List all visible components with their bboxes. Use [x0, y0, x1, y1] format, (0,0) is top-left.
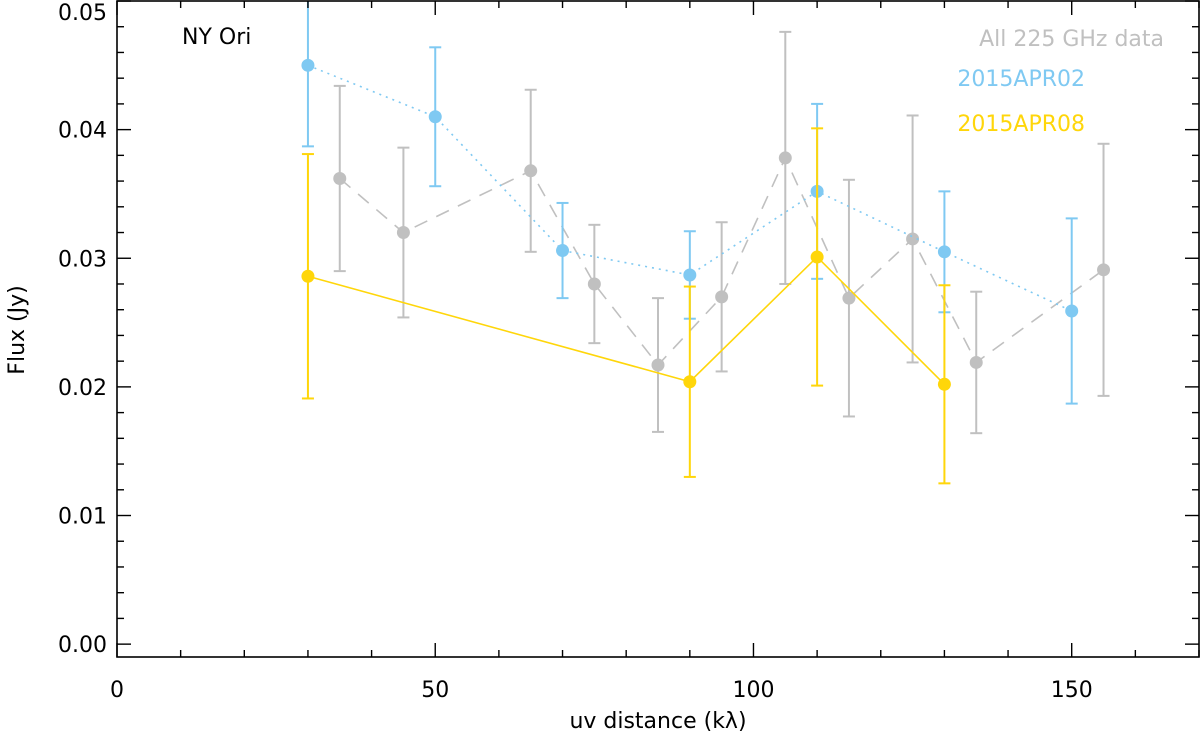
y-tick-label: 0.02: [58, 376, 107, 401]
data-point: [428, 110, 442, 124]
data-point: [301, 58, 315, 72]
data-point: [937, 377, 951, 391]
x-tick-label: 50: [421, 678, 449, 703]
data-point: [1065, 304, 1079, 318]
data-point: [715, 290, 729, 304]
series-2: [301, 127, 951, 485]
annotation-label: NY Ori: [182, 25, 251, 50]
legend-item-apr02: 2015APR02: [957, 67, 1085, 92]
data-point: [778, 151, 792, 165]
legend-item-all: All 225 GHz data: [979, 27, 1164, 52]
legend-item-apr08: 2015APR08: [957, 112, 1085, 137]
y-axis-title: Flux (Jy): [5, 285, 30, 374]
y-tick-label: 0.05: [58, 1, 107, 26]
data-point: [842, 291, 856, 305]
series-line: [307, 255, 945, 385]
y-tick-label: 0.03: [58, 247, 107, 272]
data-point: [396, 226, 410, 240]
series-layer: [301, 1, 1111, 485]
y-tick-label: 0.04: [58, 119, 107, 144]
tick-labels: 0 50 100 150 0.00 0.01 0.02 0.03 0.04 0.05: [58, 1, 1093, 703]
data-point: [683, 268, 697, 282]
data-point: [651, 358, 665, 372]
x-axis-title: uv distance (kλ): [569, 709, 746, 734]
series-0: [333, 30, 1111, 435]
data-point: [969, 355, 983, 369]
ticks-layer: [116, 0, 1200, 657]
x-tick-label: 150: [1051, 678, 1093, 703]
data-point: [587, 277, 601, 291]
data-point: [301, 269, 315, 283]
series-line: [339, 155, 1105, 367]
data-point: [906, 232, 920, 246]
data-point: [683, 375, 697, 389]
data-point: [810, 250, 824, 264]
plot-frame: [116, 0, 1200, 658]
x-tick-label: 100: [732, 678, 774, 703]
x-tick-label: 0: [110, 678, 124, 703]
data-point: [524, 164, 538, 178]
y-tick-label: 0.01: [58, 505, 107, 530]
data-point: [937, 245, 951, 259]
y-tick-label: 0.00: [58, 633, 107, 658]
data-point: [1097, 263, 1111, 277]
data-point: [556, 244, 570, 258]
data-point: [333, 172, 347, 186]
